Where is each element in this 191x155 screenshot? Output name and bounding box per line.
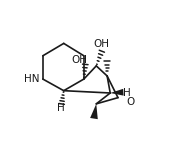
Text: O: O (126, 97, 134, 107)
Text: H: H (57, 103, 65, 113)
Polygon shape (90, 104, 98, 119)
Text: HN: HN (24, 74, 40, 84)
Text: OH: OH (93, 39, 109, 49)
Text: OH: OH (71, 55, 87, 65)
Polygon shape (110, 89, 124, 96)
Text: H: H (123, 88, 130, 98)
